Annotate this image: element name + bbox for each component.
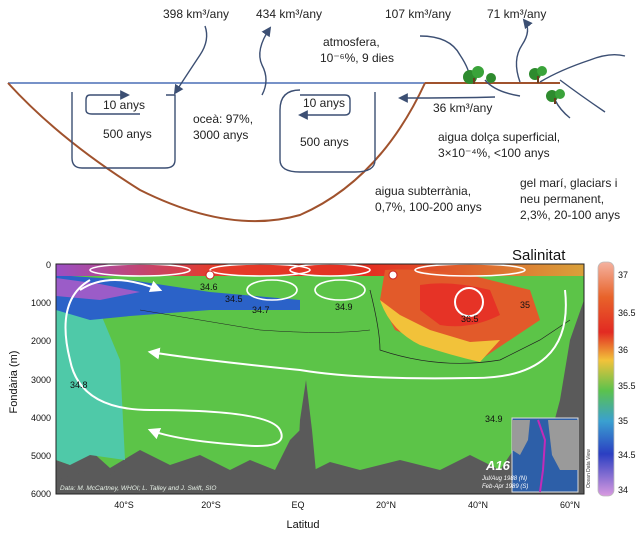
x-axis-label: Latitud <box>286 519 319 531</box>
gyre-right-10: 10 anys <box>303 96 345 110</box>
ice-label-2: neu permanent, <box>520 192 604 206</box>
colorbar: 37 36.5 36 35.5 35 34.5 34 <box>597 261 636 497</box>
plot-frame <box>55 263 585 495</box>
river-line-3 <box>539 53 626 83</box>
inset-map <box>511 417 579 493</box>
ice-label-3: 2,3%, 20-100 anys <box>520 208 620 222</box>
aaiw-core <box>56 278 140 300</box>
y-tick: 4000 <box>31 413 51 423</box>
section-name: A16 <box>485 458 511 473</box>
x-tick: 20°N <box>376 500 396 510</box>
colorbar-tick: 36.5 <box>618 308 636 318</box>
x-tick: 40°S <box>114 500 134 510</box>
y-tick: 2000 <box>31 336 51 346</box>
y-tick: 3000 <box>31 375 51 385</box>
gyre-left-inner <box>85 90 140 115</box>
water-cycle-diagram: 398 km³/any 434 km³/any 107 km³/any 71 k… <box>7 7 626 223</box>
x-tick: 20°S <box>201 500 221 510</box>
flux-precip-ocean: 434 km³/any <box>256 7 322 21</box>
contour-label: 34.8 <box>70 380 88 390</box>
mid-atlantic-ridge <box>296 380 318 494</box>
surface-fresh-label-2: 3×10⁻⁴%, <100 anys <box>438 146 550 160</box>
contour-label: 35 <box>520 300 530 310</box>
precip-land-arrow <box>419 35 475 82</box>
y-tick: 1000 <box>31 298 51 308</box>
atmosphere-label-1: atmosfera, <box>323 35 380 49</box>
colorbar-tick: 35 <box>618 416 628 426</box>
groundwater-label-2: 0,7%, 100-200 anys <box>375 200 482 214</box>
contour-349 <box>139 309 371 333</box>
y-axis-label: Fondària (m) <box>8 351 20 414</box>
x-tick: 60°N <box>560 500 580 510</box>
salinity-section: Salinitat <box>8 247 636 531</box>
colorbar-tick: 36 <box>618 345 628 355</box>
contour-label: 34.5 <box>225 294 243 304</box>
convection-marker-2 <box>388 270 398 280</box>
ocean-label-1: oceà: 97%, <box>193 112 253 126</box>
ice-label-1: gel marí, glaciars i <box>520 176 617 190</box>
gyre-left-10: 10 anys <box>103 98 145 112</box>
flux-evap-land: 71 km³/any <box>487 7 546 21</box>
seafloor-relief <box>56 460 584 494</box>
y-tick: 5000 <box>31 451 51 461</box>
groundwater-label-1: aigua subterrània, <box>375 184 471 198</box>
gyre-right-outer <box>279 89 376 173</box>
river-line-2 <box>559 79 606 113</box>
y-tick: 0 <box>46 260 51 270</box>
flux-precip-land: 107 km³/any <box>385 7 451 21</box>
salinity-title: Salinitat <box>512 247 566 264</box>
contour-35 <box>369 289 571 364</box>
cruise-date-1: Jul/Aug 1988 (N) <box>481 476 527 482</box>
x-tick: 40°N <box>468 500 488 510</box>
tree-icon <box>463 66 565 104</box>
gyre-left-outer <box>71 92 176 169</box>
colorbar-tick: 35.5 <box>618 381 636 391</box>
groundwater-arrow <box>554 99 571 119</box>
river-line-1 <box>484 79 521 97</box>
precip-ocean-arrow <box>259 26 272 96</box>
gyre-left-500: 500 anys <box>103 127 152 141</box>
mow-edge <box>380 300 500 362</box>
evap-land-arrow <box>515 18 533 83</box>
contour-label: 34.9 <box>335 302 353 312</box>
atmosphere-label-2: 10⁻⁶%, 9 dies <box>320 51 394 65</box>
aabw-tongue <box>56 300 125 465</box>
ocean-basin <box>7 82 426 223</box>
data-credit: Data: M. McCartney, WHOI; L. Talley and … <box>60 485 216 492</box>
contour-label: 34.9 <box>485 414 503 424</box>
ocean-label-2: 3000 anys <box>193 128 248 142</box>
colorbar-tick: 34 <box>618 485 628 495</box>
mow-eddy-ring <box>454 287 484 317</box>
aaiw-tongue <box>56 275 300 320</box>
x-axis: 40°S 20°S EQ 20°N 40°N 60°N <box>114 500 580 510</box>
flux-runoff: 36 km³/any <box>433 101 492 115</box>
colorbar-tick: 37 <box>618 270 628 280</box>
flux-evap-ocean: 398 km³/any <box>163 7 229 21</box>
odv-label: Ocean Data View <box>586 449 592 488</box>
gyre-right-inner <box>298 94 351 120</box>
cruise-date-2: Feb-Apr 1989 (S) <box>482 484 528 490</box>
x-tick: EQ <box>291 500 304 510</box>
y-axis: 0 1000 2000 3000 4000 5000 6000 <box>31 260 51 499</box>
contour-label: 34.7 <box>252 305 270 315</box>
convection-marker-1 <box>205 270 215 280</box>
contour-label: 34.6 <box>200 282 218 292</box>
surface-fresh-label-1: aigua dolça superficial, <box>438 130 560 144</box>
colorbar-tick: 34.5 <box>618 450 636 460</box>
overturning-arrows <box>64 279 567 447</box>
gyre-right-500: 500 anys <box>300 135 349 149</box>
y-tick: 6000 <box>31 489 51 499</box>
contour-label: 36.5 <box>461 314 479 324</box>
runoff-arrow <box>398 93 496 103</box>
evap-ocean-arrow <box>173 25 208 95</box>
